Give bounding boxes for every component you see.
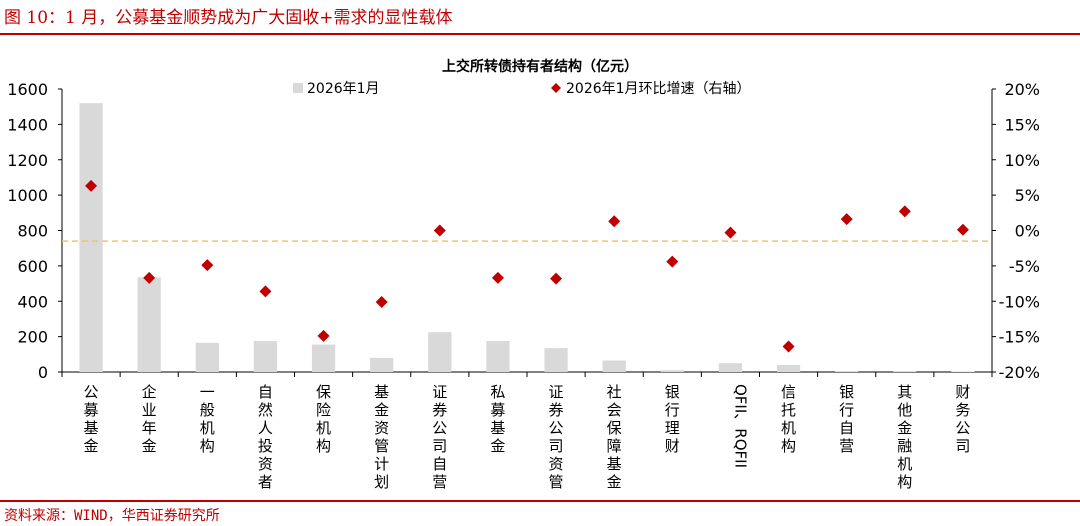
bar [137,277,161,372]
top-divider [0,33,1080,35]
right-tick-label: 5% [1015,186,1040,205]
category-label: 信托机构 [781,383,796,455]
category-label: 其他金融机构 [897,383,912,491]
axes: 0 200 400 600 800 1000 1200 1400 1600 -20% -15% -10… [7,80,1040,382]
bottom-divider [0,500,1080,502]
right-tick-label: -10% [999,292,1040,311]
category-label: 保险机构 [316,383,331,455]
growth-marker [840,213,853,226]
category-labels: 公募基金 企业年金 一般机构 自然人投资者 保险机构 基金资管计划 证券公司自营 私募基金 证券… [84,383,971,491]
category-label: 自然人投资者 [258,383,273,491]
left-tick-label: 600 [17,257,48,276]
left-tick-label: 400 [17,292,48,311]
category-label: 银行自营 [839,383,854,455]
bar-series [79,103,975,373]
source-note: 资料来源：WIND，华西证券研究所 [4,508,220,524]
bar [428,332,452,372]
left-tick-label: 800 [17,222,48,241]
figure-title: 图 10：1 月，公募基金顺势成为广大固收+需求的显性载体 [4,8,453,28]
left-tick-label: 1200 [7,151,48,170]
category-label: 公募基金 [84,383,99,455]
growth-marker [433,224,446,237]
bar [311,344,336,372]
left-tick-label: 1000 [7,186,48,205]
bar [893,371,917,372]
right-tick-label: 0% [1015,222,1040,241]
bar [776,364,801,372]
bar [195,342,219,372]
left-tick-label: 1600 [7,80,48,99]
right-tick-label: -20% [999,363,1040,382]
bar [370,357,394,372]
bar [79,103,103,373]
bar [951,371,975,372]
right-tick-label: -15% [999,328,1040,347]
growth-marker [666,255,679,268]
holder-structure-chart: 上交所转债持有者结构（亿元） 2026年1月 2026年1月环比增速（右轴） 0… [7,58,1040,491]
right-tick-label: -5% [1009,257,1040,276]
growth-marker [143,271,156,284]
legend-scatter-label: 2026年1月环比增速（右轴） [566,81,751,97]
growth-marker [491,271,504,284]
category-label: 基金资管计划 [374,383,389,491]
category-label: 证券公司资管 [549,383,564,491]
growth-marker [317,329,330,342]
growth-marker [85,179,98,192]
bar [253,341,278,372]
category-label: 证券公司自营 [432,383,447,491]
growth-marker [259,285,272,298]
category-label: QFII、RQFII [731,384,749,468]
growth-marker [898,205,911,218]
bar [835,371,859,372]
bar [660,370,684,372]
right-tick-label: 10% [1004,151,1040,170]
category-label: 私募基金 [490,383,505,455]
category-label: 银行理财 [665,383,680,455]
growth-marker [724,226,737,239]
legend-bar-label: 2026年1月 [307,81,380,97]
growth-markers [85,179,969,353]
legend: 2026年1月 2026年1月环比增速（右轴） [293,81,751,97]
category-label: 财务公司 [955,383,970,455]
left-tick-label: 1400 [7,115,48,134]
growth-marker [956,223,969,236]
left-tick-label: 200 [17,328,48,347]
legend-diamond-swatch [551,83,561,93]
bar [486,341,510,372]
right-tick-label: 20% [1004,80,1040,99]
category-label: 企业年金 [142,383,157,455]
growth-marker [201,259,214,272]
chart-title: 上交所转债持有者结构（亿元） [442,58,638,75]
category-label: 社会保障基金 [607,383,622,491]
left-tick-label: 0 [38,363,48,382]
bar [718,363,743,372]
growth-marker [608,215,621,228]
bar [602,360,626,372]
legend-bar-swatch [293,83,303,93]
growth-marker [375,295,388,308]
growth-marker [782,340,795,353]
right-tick-label: 15% [1004,115,1040,134]
bar [544,348,568,372]
growth-marker [550,272,563,285]
category-label: 一般机构 [200,383,215,455]
